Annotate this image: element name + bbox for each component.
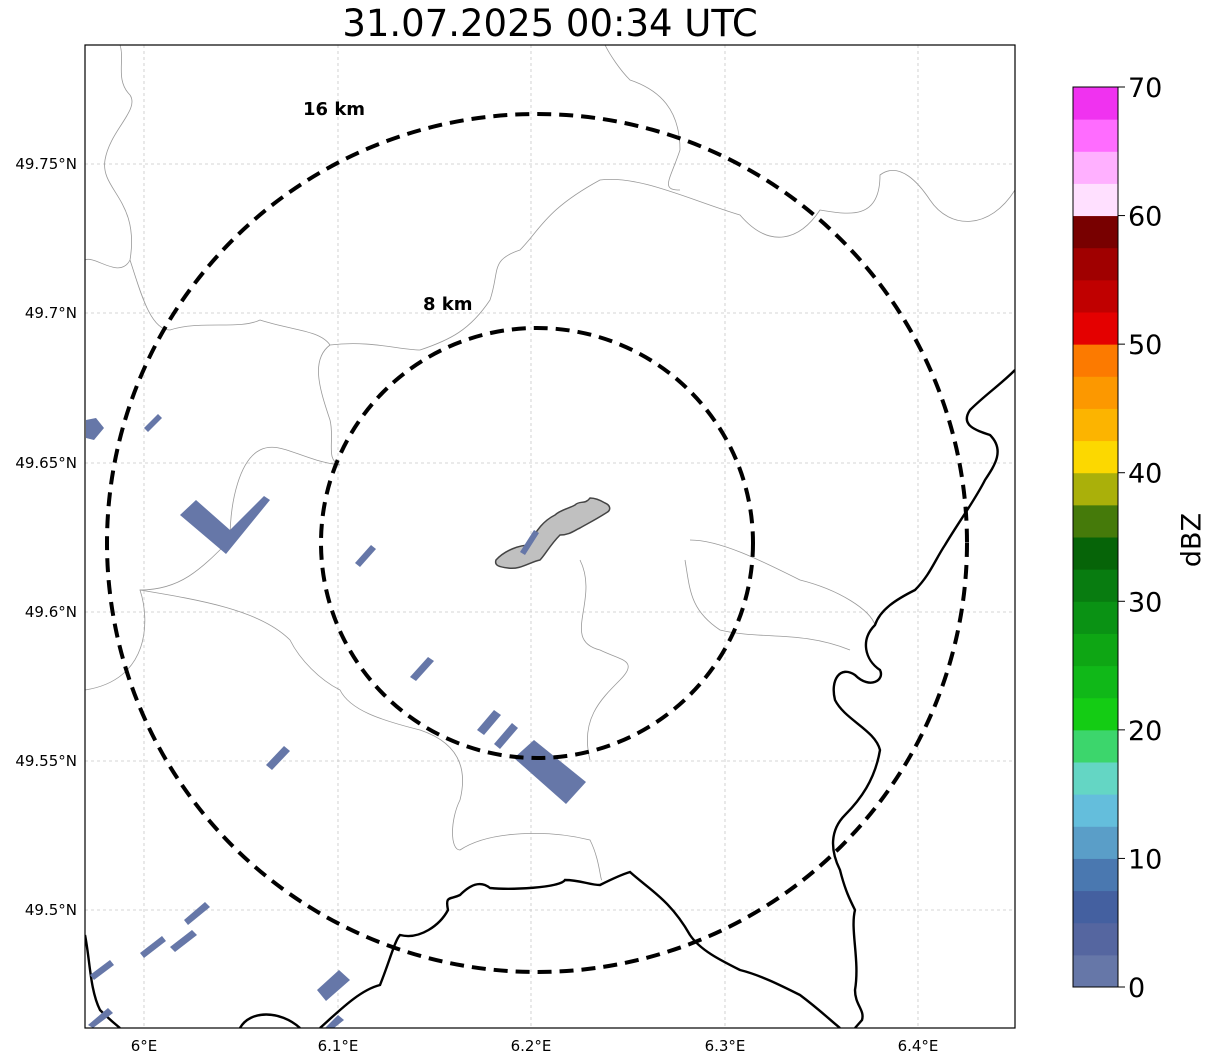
echo-patch [86, 418, 104, 440]
colorbar-ticks: 0 10 20 30 40 50 60 70 [1118, 73, 1162, 1004]
colorbar-swatch [1073, 922, 1118, 956]
echo-patch [317, 970, 350, 1001]
colorbar-tick-label: 20 [1128, 716, 1162, 747]
map-area[interactable] [85, 45, 1015, 1028]
map-frame [84, 44, 1016, 1029]
colorbar-swatch [1073, 119, 1118, 152]
colorbar-swatches [1073, 87, 1118, 988]
lat-label: 49.6°N [25, 603, 77, 621]
colorbar-swatch [1073, 87, 1118, 120]
colorbar-swatch [1073, 858, 1118, 892]
latitude-labels: 49.75°N 49.7°N 49.65°N 49.6°N 49.55°N 49… [15, 155, 77, 919]
colorbar-swatch [1073, 826, 1118, 859]
lat-label: 49.5°N [25, 901, 77, 919]
colorbar-tick-label: 70 [1128, 73, 1162, 104]
colorbar-tick-label: 0 [1128, 973, 1145, 1004]
radar-echoes [86, 414, 586, 1028]
colorbar-swatch [1073, 633, 1118, 667]
colorbar-swatch [1073, 794, 1118, 827]
lat-label: 49.55°N [15, 752, 77, 770]
colorbar-frame [1072, 86, 1119, 988]
range-ring-16km [105, 112, 969, 974]
colorbar-swatch [1073, 954, 1118, 988]
echo-patch [170, 930, 197, 952]
range-ring-label-16km: 16 km [303, 99, 365, 120]
lon-label: 6°E [131, 1037, 158, 1055]
colorbar-swatch [1073, 344, 1118, 377]
longitude-labels: 6°E 6.1°E 6.2°E 6.3°E 6.4°E [131, 1037, 939, 1055]
echo-patch [184, 902, 210, 925]
municipal-borders [85, 45, 1015, 881]
colorbar-tick-label: 50 [1128, 330, 1162, 361]
lon-label: 6.2°E [511, 1037, 552, 1055]
lat-label: 49.7°N [25, 304, 77, 322]
figure-title: 31.07.2025 00:34 UTC [342, 2, 758, 45]
colorbar-label: dBZ [1177, 513, 1207, 567]
echo-patch [325, 1015, 344, 1028]
colorbar-swatch [1073, 729, 1118, 763]
colorbar-swatch [1073, 697, 1118, 731]
national-border [85, 369, 1015, 1028]
echo-patch [140, 936, 166, 958]
lon-label: 6.4°E [898, 1037, 939, 1055]
colorbar-swatch [1073, 183, 1118, 217]
colorbar-swatch [1073, 440, 1118, 474]
echo-patch [90, 960, 114, 980]
lon-label: 6.3°E [705, 1037, 746, 1055]
range-ring-label-8km: 8 km [423, 294, 473, 315]
range-rings [105, 112, 969, 974]
colorbar-tick-label: 10 [1128, 844, 1162, 875]
lat-label: 49.75°N [15, 155, 77, 173]
colorbar-swatch [1073, 215, 1118, 249]
colorbar-swatch [1073, 569, 1118, 602]
colorbar-swatch [1073, 762, 1118, 795]
echo-patch [144, 414, 162, 432]
echo-patch [88, 1008, 113, 1028]
echo-patch [355, 545, 376, 567]
colorbar-swatch [1073, 890, 1118, 924]
colorbar-swatch [1073, 408, 1118, 442]
echo-patch [410, 657, 434, 681]
echo-patch [477, 710, 501, 735]
echo-patch [180, 496, 270, 554]
colorbar-swatch [1073, 504, 1118, 538]
colorbar-swatch [1073, 279, 1118, 313]
echo-patch [520, 530, 539, 555]
colorbar-swatch [1073, 312, 1118, 345]
colorbar-tick-label: 60 [1128, 202, 1162, 233]
colorbar-tick-label: 40 [1128, 459, 1162, 490]
range-ring-8km [319, 326, 755, 760]
colorbar-swatch [1073, 376, 1118, 409]
colorbar: 0 10 20 30 40 50 60 70 dBZ [1072, 73, 1207, 1004]
colorbar-swatch [1073, 537, 1118, 570]
colorbar-tick-label: 30 [1128, 587, 1162, 618]
colorbar-swatch [1073, 247, 1118, 281]
colorbar-swatch [1073, 601, 1118, 634]
lon-label: 6.1°E [318, 1037, 359, 1055]
echo-patch [494, 723, 518, 749]
lat-label: 49.65°N [15, 454, 77, 472]
colorbar-swatch [1073, 151, 1118, 184]
echo-patch [266, 746, 290, 770]
colorbar-swatch [1073, 665, 1118, 699]
colorbar-swatch [1073, 472, 1118, 506]
